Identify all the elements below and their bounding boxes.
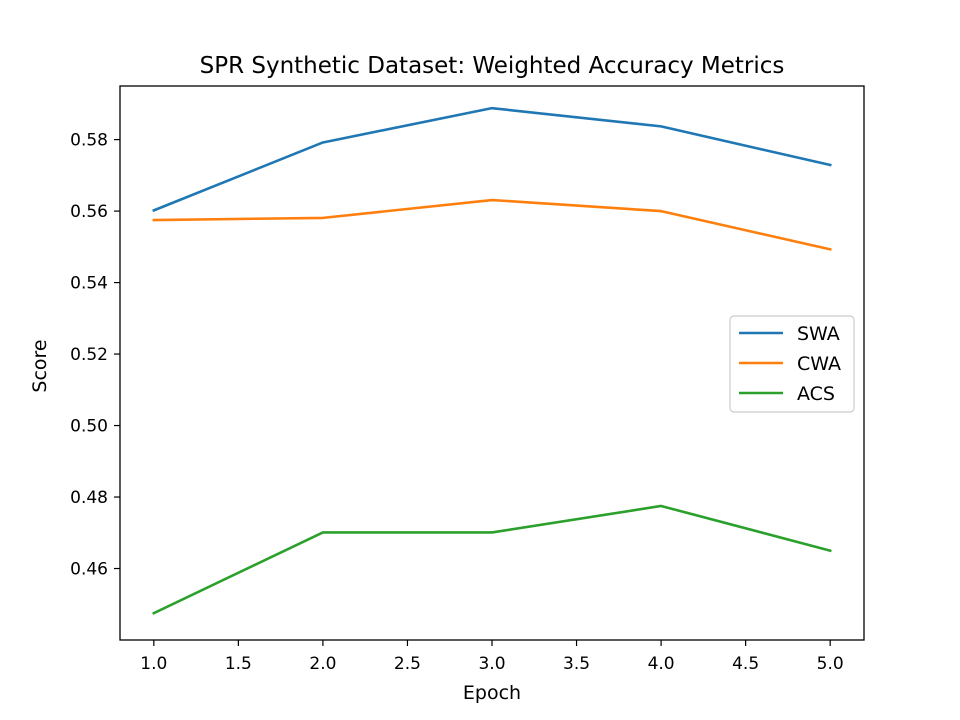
legend-label-swa: SWA [797, 323, 840, 345]
x-tick-label: 1.0 [140, 654, 167, 674]
y-tick-label: 0.54 [70, 274, 108, 294]
x-tick-label: 3.0 [478, 654, 505, 674]
x-tick-label: 2.0 [309, 654, 336, 674]
y-tick-label: 0.52 [70, 345, 108, 365]
y-tick-label: 0.58 [70, 131, 108, 151]
y-axis-label: Score [29, 339, 51, 392]
x-tick-label: 5.0 [817, 654, 844, 674]
x-tick-label: 4.5 [732, 654, 759, 674]
legend-label-cwa: CWA [797, 353, 841, 375]
series-line-cwa [152, 198, 832, 251]
plot-area: 1.0 1.5 2.0 2.5 3.0 3.5 4.0 4.5 5.0 0.46 0.48 0.50 0… [70, 85, 865, 674]
legend-box [729, 315, 855, 413]
y-tick-label: 0.46 [70, 560, 108, 580]
y-tick-label: 0.50 [70, 417, 108, 437]
x-tick-label: 1.5 [225, 654, 252, 674]
y-tick-label: 0.56 [70, 202, 108, 222]
legend: SWA CWA ACS [729, 315, 855, 413]
x-tick-label: 4.0 [648, 654, 675, 674]
x-tick-label: 2.5 [394, 654, 421, 674]
series-line-swa [152, 106, 832, 213]
x-axis-label: Epoch [463, 682, 521, 704]
y-tick-label: 0.48 [70, 488, 108, 508]
legend-label-acs: ACS [797, 383, 835, 405]
x-tick-label: 3.5 [563, 654, 590, 674]
axes-frame [119, 85, 865, 641]
series-line-acs [152, 504, 832, 615]
chart-title: SPR Synthetic Dataset: Weighted Accuracy… [200, 53, 785, 79]
